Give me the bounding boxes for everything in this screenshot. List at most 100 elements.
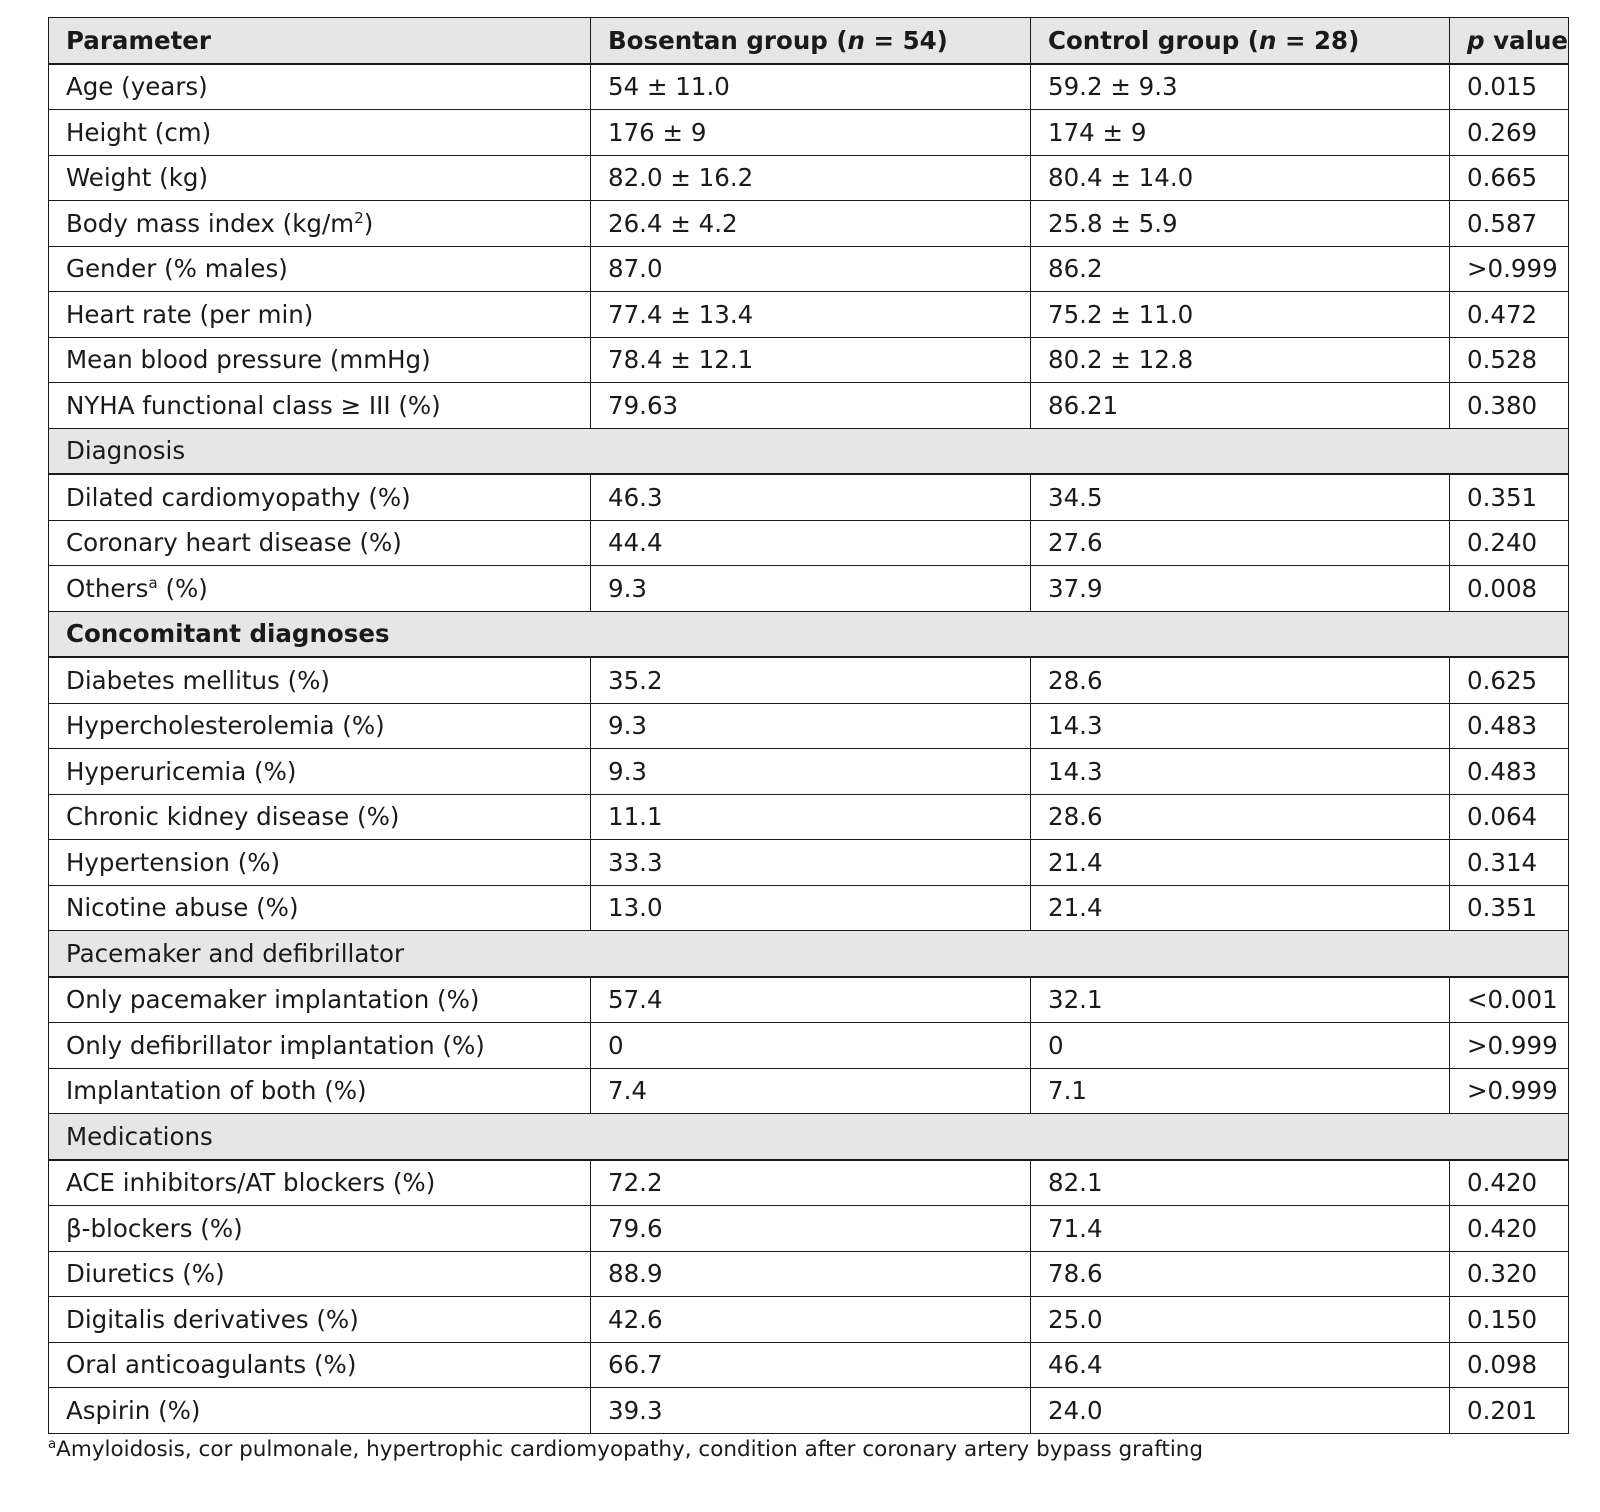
cell-p-value: 0.351	[1449, 474, 1569, 521]
cell-bosentan: 57.4	[590, 976, 1031, 1023]
cell-p-value: 0.380	[1449, 382, 1569, 429]
header-bosentan-n: n	[847, 25, 865, 55]
cell-parameter: Height (cm)	[48, 109, 591, 156]
cell-p-value: 0.587	[1449, 200, 1569, 247]
cell-p-value: 0.201	[1449, 1387, 1569, 1434]
cell-p-value: 0.472	[1449, 291, 1569, 338]
table-row: Hypercholesterolemia (%) 9.3 14.3 0.483	[48, 703, 1569, 749]
header-control-n: n	[1258, 25, 1277, 55]
cell-parameter: NYHA functional class ≥ III (%)	[48, 382, 591, 429]
table-row: Hyperuricemia (%) 9.3 14.3 0.483	[48, 748, 1569, 795]
cell-bosentan: 33.3	[590, 839, 1031, 886]
cell-control: 37.9	[1030, 565, 1450, 612]
cell-p-value: 0.098	[1449, 1342, 1569, 1388]
parameter-text: Digitalis derivatives (%)	[66, 1304, 359, 1334]
table-row: Digitalis derivatives (%) 42.6 25.0 0.150	[48, 1296, 1569, 1343]
cell-control: 59.2 ± 9.3	[1030, 63, 1450, 110]
table-body: Age (years) 54 ± 11.0 59.2 ± 9.3 0.015 Heigh…	[48, 63, 1569, 1434]
cell-parameter: Hypertension (%)	[48, 839, 591, 886]
cell-parameter: Heart rate (per min)	[48, 291, 591, 338]
cell-bosentan: 176 ± 9	[590, 109, 1031, 156]
table-row: β-blockers (%) 79.6 71.4 0.420	[48, 1205, 1569, 1252]
header-p-italic: p	[1467, 25, 1485, 55]
table-row: Coronary heart disease (%) 44.4 27.6 0.240	[48, 520, 1569, 566]
cell-control: 21.4	[1030, 885, 1450, 931]
cell-bosentan: 54 ± 11.0	[590, 63, 1031, 110]
cell-bosentan: 44.4	[590, 520, 1031, 566]
cell-parameter: Chronic kidney disease (%)	[48, 794, 591, 840]
cell-parameter: Hyperuricemia (%)	[48, 748, 591, 795]
cell-p-value: 0.351	[1449, 885, 1569, 931]
cell-bosentan: 77.4 ± 13.4	[590, 291, 1031, 338]
cell-bosentan: 66.7	[590, 1342, 1031, 1388]
cell-p-value: 0.483	[1449, 748, 1569, 795]
cell-control: 28.6	[1030, 794, 1450, 840]
section-label: Pacemaker and defibrillator	[48, 930, 1569, 978]
cell-parameter: Diabetes mellitus (%)	[48, 657, 591, 704]
cell-parameter: Aspirin (%)	[48, 1387, 591, 1434]
cell-parameter: Body mass index (kg/m2)	[48, 200, 591, 247]
cell-p-value: >0.999	[1449, 1068, 1569, 1114]
header-control-prefix: Control group (	[1048, 25, 1259, 55]
table-row: Mean blood pressure (mmHg) 78.4 ± 12.1 80.…	[48, 337, 1569, 383]
cell-p-value: 0.665	[1449, 155, 1569, 201]
table-row: Oral anticoagulants (%) 66.7 46.4 0.098	[48, 1342, 1569, 1388]
cell-parameter: Only defibrillator implantation (%)	[48, 1022, 591, 1069]
cell-bosentan: 78.4 ± 12.1	[590, 337, 1031, 383]
cell-bosentan: 79.6	[590, 1205, 1031, 1252]
parameter-text: ACE inhibitors/AT blockers (%)	[66, 1168, 436, 1198]
table-row: ACE inhibitors/AT blockers (%) 72.2 82.1 0.…	[48, 1159, 1569, 1206]
section-row: Concomitant diagnoses	[48, 611, 1569, 658]
cell-p-value: 0.420	[1449, 1159, 1569, 1206]
cell-control: 78.6	[1030, 1251, 1450, 1297]
cell-bosentan: 11.1	[590, 794, 1031, 840]
cell-parameter: Dilated cardiomyopathy (%)	[48, 474, 591, 521]
cell-parameter: Nicotine abuse (%)	[48, 885, 591, 931]
table-row: Othersa (%) 9.3 37.9 0.008	[48, 565, 1569, 612]
table-row: Gender (% males) 87.0 86.2 >0.999	[48, 246, 1569, 292]
cell-p-value: 0.064	[1449, 794, 1569, 840]
cell-parameter: Mean blood pressure (mmHg)	[48, 337, 591, 383]
cell-p-value: 0.528	[1449, 337, 1569, 383]
parameter-text: Weight (kg)	[66, 163, 208, 193]
section-row: Diagnosis	[48, 428, 1569, 475]
table-row: Aspirin (%) 39.3 24.0 0.201	[48, 1387, 1569, 1434]
header-bosentan-prefix: Bosentan group (	[608, 25, 848, 55]
cell-control: 25.8 ± 5.9	[1030, 200, 1450, 247]
cell-bosentan: 46.3	[590, 474, 1031, 521]
section-label: Diagnosis	[48, 428, 1569, 475]
cell-control: 71.4	[1030, 1205, 1450, 1252]
cell-parameter: β-blockers (%)	[48, 1205, 591, 1252]
footnote-marker: a	[48, 1436, 57, 1452]
footnote-text: Amyloidosis, cor pulmonale, hypertrophic…	[56, 1437, 1204, 1462]
cell-p-value: 0.008	[1449, 565, 1569, 612]
cell-control: 80.4 ± 14.0	[1030, 155, 1450, 201]
parameter-text: Gender (% males)	[66, 254, 288, 284]
cell-parameter: Age (years)	[48, 63, 591, 110]
parameter-text: Coronary heart disease (%)	[66, 528, 402, 558]
header-bosentan-suffix: = 54)	[864, 25, 948, 55]
cell-parameter: ACE inhibitors/AT blockers (%)	[48, 1159, 591, 1206]
table-row: Height (cm) 176 ± 9 174 ± 9 0.269	[48, 109, 1569, 156]
cell-control: 25.0	[1030, 1296, 1450, 1343]
cell-control: 46.4	[1030, 1342, 1450, 1388]
cell-bosentan: 87.0	[590, 246, 1031, 292]
cell-bosentan: 42.6	[590, 1296, 1031, 1343]
cell-parameter: Implantation of both (%)	[48, 1068, 591, 1114]
table-row: NYHA functional class ≥ III (%) 79.63 86.2…	[48, 382, 1569, 429]
cell-control: 75.2 ± 11.0	[1030, 291, 1450, 338]
parameter-text: Height (cm)	[66, 117, 212, 147]
parameter-text: Body mass index (kg/m	[66, 208, 355, 238]
table-row: Diuretics (%) 88.9 78.6 0.320	[48, 1251, 1569, 1297]
section-row: Medications	[48, 1113, 1569, 1161]
parameter-text: Age (years)	[66, 72, 208, 102]
table-header-row: Parameter Bosentan group (n = 54) Contro…	[48, 17, 1569, 65]
cell-p-value: 0.150	[1449, 1296, 1569, 1343]
parameter-text: Nicotine abuse (%)	[66, 893, 299, 923]
cell-p-value: >0.999	[1449, 1022, 1569, 1069]
cell-bosentan: 9.3	[590, 748, 1031, 795]
parameter-text: Heart rate (per min)	[66, 299, 314, 329]
cell-p-value: 0.625	[1449, 657, 1569, 704]
parameter-text: Hypertension (%)	[66, 847, 281, 877]
parameter-text: Dilated cardiomyopathy (%)	[66, 482, 411, 512]
